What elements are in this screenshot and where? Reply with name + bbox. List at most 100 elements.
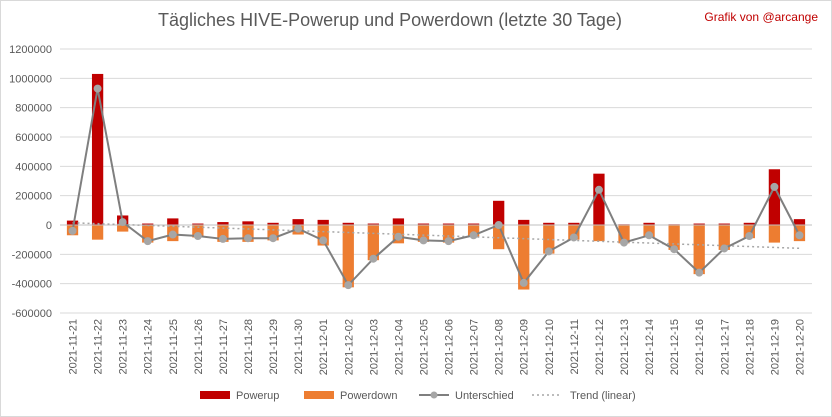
x-tick-label: 2021-12-18 <box>744 319 756 375</box>
unterschied-point <box>344 281 353 290</box>
powerup-bar <box>643 222 655 225</box>
x-tick-label: 2021-12-05 <box>418 319 430 375</box>
legend-swatch-powerup <box>200 391 230 399</box>
powerdown-bar <box>467 225 480 237</box>
powerup-bar <box>568 222 580 225</box>
powerup-bar <box>543 222 555 225</box>
unterschied-point <box>93 84 102 93</box>
legend-marker-unterschied <box>430 391 438 399</box>
x-tick-label: 2021-12-12 <box>594 319 606 375</box>
powerup-bar <box>593 173 605 225</box>
powerdown-bar <box>568 225 580 240</box>
powerdown-bar <box>91 225 104 240</box>
unterschied-point <box>419 236 428 245</box>
powerdown-bar <box>417 225 430 242</box>
y-tick-label: -600000 <box>12 308 52 320</box>
unterschied-point <box>218 234 227 243</box>
unterschied-point <box>544 247 553 256</box>
x-tick-label: 2021-12-08 <box>494 319 506 375</box>
powerup-bar <box>192 223 204 225</box>
powerup-bar <box>518 219 530 225</box>
powerup-bar <box>292 219 304 225</box>
powerup-bar <box>417 223 430 225</box>
unterschied-point <box>695 268 704 277</box>
x-tick-label: 2021-11-29 <box>268 319 280 374</box>
unterschied-point <box>519 278 528 287</box>
trend-line <box>72 222 800 250</box>
powerup-bar <box>442 223 455 225</box>
powerdown-bar <box>768 225 781 243</box>
powerup-bar <box>392 218 405 225</box>
powerdown-bar <box>117 225 129 232</box>
x-tick-label: 2021-12-15 <box>669 319 681 375</box>
x-tick-label: 2021-12-02 <box>343 319 355 375</box>
unterschied-point <box>770 182 779 191</box>
unterschied-point <box>319 236 328 245</box>
unterschied-point <box>645 231 654 240</box>
x-tick-label: 2021-11-21 <box>68 319 80 374</box>
powerdown-bar <box>367 225 379 261</box>
powerup-bar <box>467 223 480 225</box>
powerup-bar <box>793 219 806 225</box>
powerdown-bar <box>743 225 755 239</box>
powerdown-bar <box>593 225 605 242</box>
unterschied-point <box>620 238 628 247</box>
powerup-bar <box>367 223 379 225</box>
x-tick-label: 2021-12-07 <box>469 319 481 375</box>
legend-label-powerup: Powerup <box>236 390 279 402</box>
x-tick-label: 2021-12-10 <box>544 319 556 375</box>
unterschied-point <box>670 245 679 254</box>
x-tick-label: 2021-11-26 <box>193 319 205 374</box>
x-tick-label: 2021-12-06 <box>444 319 456 375</box>
powerdown-bar <box>618 225 630 244</box>
y-tick-label: 600000 <box>15 132 52 144</box>
unterschied-point <box>594 185 603 194</box>
powerup-bar <box>768 169 781 225</box>
powerdown-bar <box>267 225 279 241</box>
unterschied-point <box>394 232 403 241</box>
x-tick-label: 2021-12-14 <box>644 319 656 375</box>
x-tick-label: 2021-12-09 <box>519 319 531 375</box>
x-tick-label: 2021-11-25 <box>168 319 180 374</box>
x-tick-label: 2021-12-04 <box>393 319 405 375</box>
powerdown-bar <box>668 225 680 250</box>
x-tick-label: 2021-12-16 <box>694 319 706 375</box>
x-tick-label: 2021-11-28 <box>243 319 255 374</box>
unterschied-point <box>720 244 729 253</box>
chart-credit: Grafik von @arcange <box>704 10 818 24</box>
unterschied-point <box>745 232 754 240</box>
x-tick-label: 2021-11-24 <box>143 319 155 374</box>
y-tick-label: 1200000 <box>9 44 52 56</box>
legend-swatch-powerdown <box>304 391 334 399</box>
powerdown-bar <box>142 225 154 243</box>
powerdown-bar <box>317 225 329 246</box>
x-tick-label: 2021-12-03 <box>368 319 380 375</box>
powerup-bar <box>693 223 705 225</box>
x-tick-label: 2021-11-22 <box>93 319 105 374</box>
powerdown-bar <box>217 225 229 242</box>
y-tick-label: 1000000 <box>9 73 52 85</box>
x-tick-label: 2021-11-27 <box>218 319 230 374</box>
y-tick-label: -400000 <box>12 279 52 291</box>
unterschied-point <box>469 231 478 240</box>
powerup-bar <box>743 222 755 225</box>
y-tick-label: -200000 <box>12 249 52 261</box>
legend-label-powerdown: Powerdown <box>340 390 397 402</box>
x-tick-label: 2021-12-19 <box>769 319 781 375</box>
y-tick-label: 0 <box>46 220 52 232</box>
unterschied-point <box>143 237 152 246</box>
powerdown-bar <box>242 225 254 242</box>
powerdown-bar <box>518 225 530 290</box>
powerup-bar <box>242 221 254 225</box>
unterschied-line <box>71 88 801 287</box>
unterschied-point <box>369 254 378 263</box>
powerup-bar <box>317 219 329 225</box>
unterschied-point <box>118 218 127 227</box>
unterschied-point <box>444 237 453 246</box>
powerup-bar <box>91 73 104 225</box>
x-tick-label: 2021-12-13 <box>619 319 631 375</box>
powerup-bar <box>167 218 179 225</box>
powerup-bar <box>217 222 229 225</box>
